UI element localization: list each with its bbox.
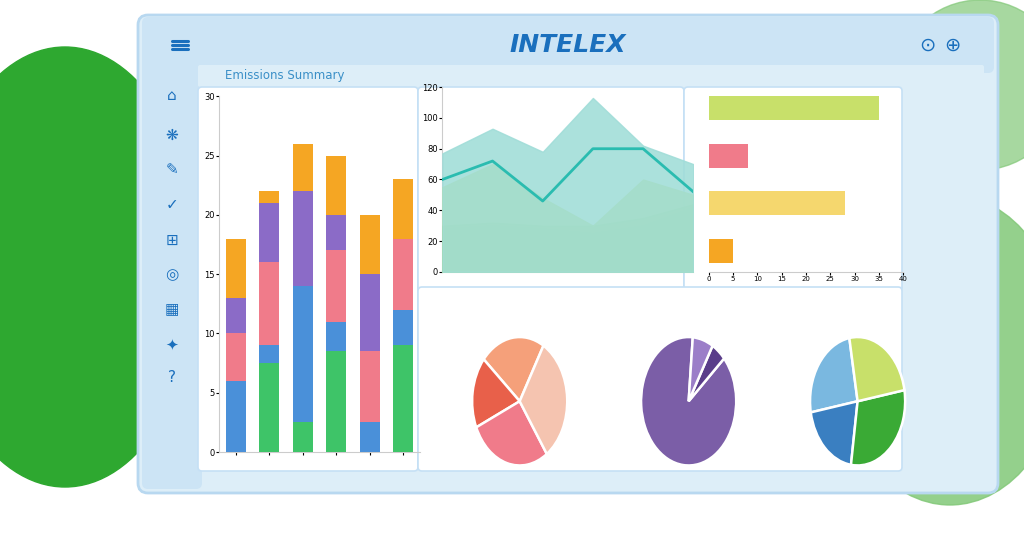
Text: ❋: ❋ — [166, 127, 178, 142]
Bar — [393, 346, 413, 452]
Bar — [293, 286, 312, 423]
Bar — [259, 262, 280, 346]
Ellipse shape — [835, 195, 1024, 505]
FancyBboxPatch shape — [198, 65, 984, 87]
Bar — [359, 351, 380, 423]
Bar — [293, 191, 312, 286]
Text: ✓: ✓ — [166, 197, 178, 212]
Bar — [393, 310, 413, 346]
Bar — [327, 156, 346, 215]
Text: ?: ? — [168, 370, 176, 385]
FancyBboxPatch shape — [198, 87, 418, 471]
Bar — [327, 215, 346, 250]
Bar — [327, 351, 346, 452]
Bar — [359, 274, 380, 351]
Text: ✦: ✦ — [166, 338, 178, 353]
Ellipse shape — [895, 0, 1024, 170]
Bar — [259, 203, 280, 262]
Bar — [327, 322, 346, 351]
Bar — [393, 239, 413, 310]
Bar — [226, 381, 246, 452]
Bar — [259, 363, 280, 452]
Ellipse shape — [0, 47, 200, 487]
Wedge shape — [472, 360, 519, 427]
FancyBboxPatch shape — [418, 87, 684, 291]
Bar — [259, 191, 280, 203]
Text: ⌂: ⌂ — [167, 88, 177, 103]
Text: ✎: ✎ — [166, 163, 178, 178]
Bar — [359, 215, 380, 274]
Text: ◎: ◎ — [165, 268, 178, 282]
Bar — [259, 346, 280, 363]
Wedge shape — [483, 337, 544, 401]
Wedge shape — [519, 346, 567, 454]
Bar — [709, 143, 748, 167]
Wedge shape — [641, 337, 736, 465]
Bar — [709, 192, 845, 216]
Wedge shape — [851, 390, 905, 465]
Bar — [293, 423, 312, 452]
Wedge shape — [811, 401, 858, 465]
Text: ⊙: ⊙ — [919, 35, 935, 55]
FancyBboxPatch shape — [418, 287, 902, 471]
Text: ⊕: ⊕ — [944, 35, 961, 55]
Bar — [393, 179, 413, 239]
Wedge shape — [688, 337, 713, 401]
Bar — [293, 144, 312, 191]
Wedge shape — [476, 401, 547, 465]
Bar — [226, 239, 246, 298]
Bar — [226, 333, 246, 381]
FancyBboxPatch shape — [684, 87, 902, 291]
Wedge shape — [688, 346, 724, 401]
Bar — [327, 250, 346, 322]
Bar — [359, 423, 380, 452]
FancyBboxPatch shape — [142, 61, 202, 489]
FancyBboxPatch shape — [142, 17, 994, 73]
Text: Emissions Summary: Emissions Summary — [225, 70, 344, 82]
Text: ▦: ▦ — [165, 302, 179, 317]
Wedge shape — [849, 337, 904, 401]
FancyBboxPatch shape — [138, 15, 998, 493]
Bar — [709, 240, 733, 263]
Text: ⊞: ⊞ — [166, 233, 178, 248]
Text: INTELEX: INTELEX — [510, 33, 627, 57]
Bar — [226, 298, 246, 333]
Bar — [709, 96, 879, 119]
Wedge shape — [810, 338, 858, 412]
